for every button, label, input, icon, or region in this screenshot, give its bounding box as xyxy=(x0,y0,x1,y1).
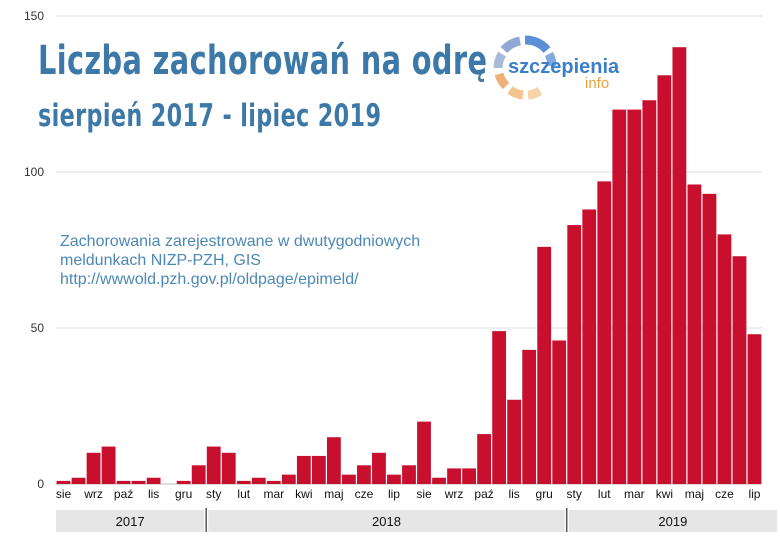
bar xyxy=(537,246,552,484)
bar xyxy=(402,465,416,484)
x-tick-label: sty xyxy=(206,487,221,501)
year-label: 2017 xyxy=(116,514,145,529)
bar xyxy=(281,474,296,484)
x-tick-label: kwi xyxy=(656,487,673,501)
x-tick-label: wrz xyxy=(83,487,103,501)
bar xyxy=(206,446,221,484)
x-tick-label: cze xyxy=(715,487,734,501)
x-tick-label: maj xyxy=(685,487,704,501)
x-tick-label: mar xyxy=(624,487,645,501)
logo-text: szczepienia xyxy=(508,56,620,78)
x-tick-label: wrz xyxy=(444,487,464,501)
source-note-line: meldunkach NIZP-PZH, GIS xyxy=(60,252,261,269)
x-tick-label: lut xyxy=(598,487,611,501)
bar xyxy=(582,209,597,484)
x-tick-label: cze xyxy=(355,487,374,501)
bar xyxy=(627,109,642,484)
bar xyxy=(432,477,446,484)
bar xyxy=(146,477,161,484)
bar xyxy=(732,256,747,484)
x-tick-label: paź xyxy=(474,487,493,501)
chart-title: Liczba zachorowań na odrę xyxy=(38,38,488,84)
bar xyxy=(221,452,236,484)
bar xyxy=(477,434,492,484)
x-tick-label: lis xyxy=(508,487,519,501)
bar xyxy=(357,465,371,484)
year-label: 2019 xyxy=(658,514,687,529)
year-band xyxy=(568,510,778,532)
bar xyxy=(116,480,131,484)
bar xyxy=(657,75,672,484)
bar xyxy=(417,421,431,484)
x-tick-label: gru xyxy=(536,487,553,501)
x-tick-label: lut xyxy=(237,487,250,501)
x-tick-label: mar xyxy=(263,487,284,501)
bar xyxy=(251,477,266,484)
bar xyxy=(372,452,386,484)
szczepienia-info-logo: szczepienia info xyxy=(490,32,640,104)
x-tick-label: sty xyxy=(567,487,582,501)
bar xyxy=(612,109,627,484)
x-tick-label: lis xyxy=(148,487,159,501)
chart-subtitle: sierpień 2017 - lipiec 2019 xyxy=(38,98,382,134)
y-tick-label: 50 xyxy=(31,321,45,335)
year-label: 2018 xyxy=(372,514,401,529)
x-tick-label: lip xyxy=(388,487,400,501)
bar xyxy=(642,100,657,485)
bar xyxy=(342,474,356,484)
bar xyxy=(687,184,702,485)
bar xyxy=(326,437,341,484)
source-note-line: Zachorowania zarejestrowane w dwutygodni… xyxy=(60,233,421,250)
bar xyxy=(702,193,717,484)
bar xyxy=(236,480,251,484)
x-tick-label: lip xyxy=(748,487,760,501)
bar xyxy=(597,181,612,485)
bar xyxy=(492,331,507,484)
bar xyxy=(387,474,401,484)
logo-ring-icon xyxy=(493,35,557,100)
y-tick-label: 0 xyxy=(37,477,44,491)
x-tick-label: kwi xyxy=(295,487,312,501)
year-band xyxy=(56,510,205,532)
bar xyxy=(101,446,116,484)
year-band xyxy=(208,510,565,532)
y-tick-label: 150 xyxy=(24,9,44,23)
source-note: Zachorowania zarejestrowane w dwutygodni… xyxy=(60,232,420,289)
bar xyxy=(717,234,732,484)
bar xyxy=(131,480,146,484)
bar xyxy=(266,480,281,484)
y-tick-label: 100 xyxy=(24,165,44,179)
bars xyxy=(56,47,762,485)
x-tick-label: sie xyxy=(416,487,432,501)
bar xyxy=(672,47,687,484)
bar xyxy=(522,349,537,484)
x-tick-label: sie xyxy=(56,487,72,501)
bar xyxy=(567,225,582,485)
source-note-url: http://wwwold.pzh.gov.pl/oldpage/epimeld… xyxy=(60,271,359,288)
x-tick-label: gru xyxy=(175,487,192,501)
bar xyxy=(311,455,326,484)
bar xyxy=(507,399,522,484)
logo-subtext: info xyxy=(585,75,610,92)
x-tick-label: maj xyxy=(324,487,343,501)
x-tick-label: paź xyxy=(114,487,133,501)
bar xyxy=(447,468,461,484)
bar xyxy=(71,477,86,484)
bar xyxy=(86,452,101,484)
bar xyxy=(462,468,476,484)
bar xyxy=(296,455,311,484)
bar xyxy=(191,465,206,484)
bar xyxy=(552,340,567,484)
bar xyxy=(176,480,191,484)
bar xyxy=(56,480,71,484)
bar xyxy=(747,334,762,484)
